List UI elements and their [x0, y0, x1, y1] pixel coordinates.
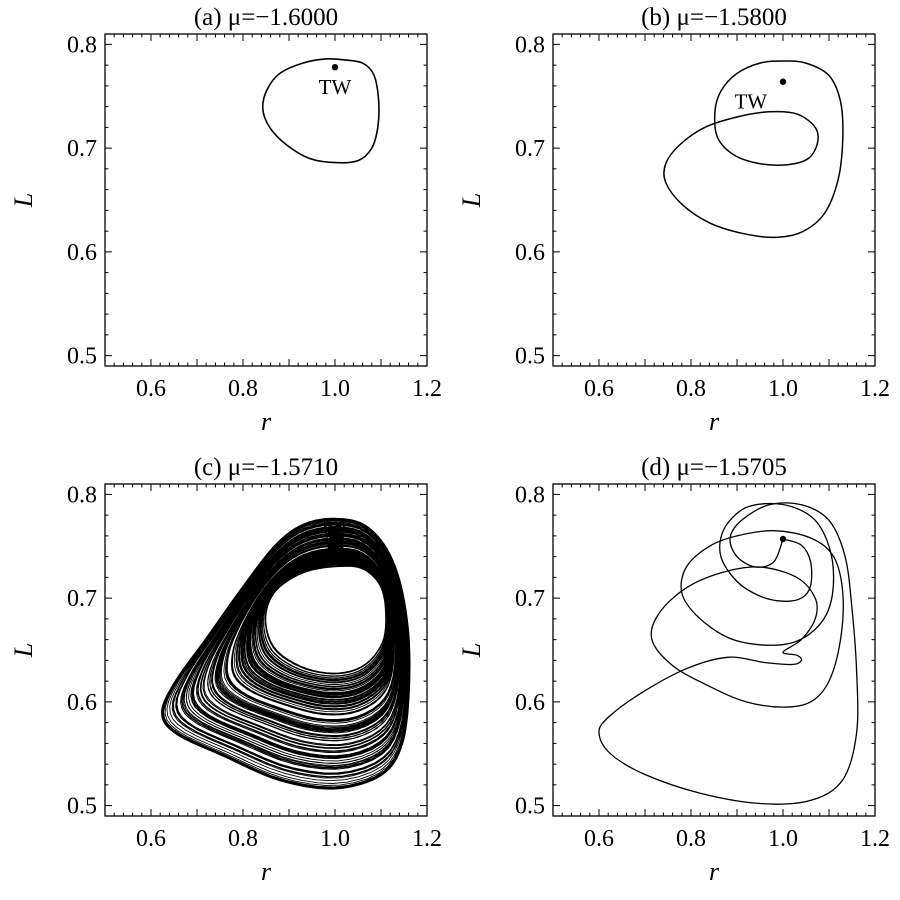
- y-tick-label-c: 0.8: [67, 482, 97, 508]
- y-tick-label-a: 0.5: [67, 344, 97, 370]
- tw-point-marker-b: [779, 78, 787, 85]
- y-tick-label-b: 0.7: [515, 136, 545, 162]
- plot-frame-a: [104, 33, 428, 367]
- y-tick-label-d: 0.8: [515, 482, 545, 508]
- y-tick-label-d: 0.7: [515, 586, 545, 612]
- x-tick-label-c: 1.2: [412, 826, 442, 852]
- x-tick-label-d: 1.2: [860, 826, 890, 852]
- x-tick-label-c: 0.8: [228, 826, 258, 852]
- panel-title-b: (b) μ=−1.5800: [641, 4, 787, 31]
- y-tick-label-c: 0.5: [67, 794, 97, 820]
- x-axis-label-c: r: [261, 857, 272, 886]
- attractor-trajectory-c: [162, 518, 410, 789]
- x-tick-label-a: 1.2: [412, 376, 442, 402]
- panel-b: 0.6 0.8 1.0 1.20.50.60.70.8rL(b) μ=−1.5800T…: [457, 4, 890, 436]
- y-axis-label-c: L: [9, 643, 38, 658]
- tw-point-marker-d: [779, 535, 787, 543]
- x-tick-label-d: 0.6: [584, 826, 614, 852]
- x-tick-label-c: 1.0: [320, 826, 350, 852]
- plot-frame-c: [104, 483, 428, 817]
- y-tick-label-b: 0.5: [515, 344, 545, 370]
- x-tick-label-a: 1.0: [320, 376, 350, 402]
- trajectory-curve-b-0: [663, 60, 844, 239]
- panel-title-c: (c) μ=−1.5710: [194, 454, 338, 481]
- trajectory-curve-d-0: [598, 502, 859, 805]
- y-tick-label-c: 0.6: [67, 690, 97, 716]
- y-tick-label-d: 0.6: [515, 690, 545, 716]
- attractor-envelope-c: [161, 517, 411, 790]
- y-tick-label-a: 0.8: [67, 32, 97, 58]
- x-tick-label-b: 1.2: [860, 376, 890, 402]
- panel-c: 0.6 0.8 1.0 1.20.50.60.70.8rL(c) μ=−1.5710: [9, 454, 442, 886]
- x-tick-label-b: 1.0: [768, 376, 798, 402]
- panel-d: 0.6 0.8 1.0 1.20.50.60.70.8rL(d) μ=−1.5705: [457, 454, 890, 886]
- tw-annotation-b: TW: [734, 89, 767, 113]
- y-axis-label-d: L: [457, 643, 486, 658]
- y-tick-label-b: 0.6: [515, 240, 545, 266]
- y-axis-label-a: L: [9, 193, 38, 208]
- tw-point-marker-a: [331, 63, 339, 71]
- tw-annotation-a: TW: [319, 75, 352, 99]
- x-axis-label-b: r: [709, 407, 720, 436]
- y-tick-label-c: 0.7: [67, 586, 97, 612]
- x-axis-label-a: r: [261, 407, 272, 436]
- y-tick-label-d: 0.5: [515, 794, 545, 820]
- x-tick-label-a: 0.8: [228, 376, 258, 402]
- panel-title-d: (d) μ=−1.5705: [641, 454, 787, 481]
- y-tick-label-b: 0.8: [515, 32, 545, 58]
- plot-frame-d: [552, 483, 876, 817]
- y-tick-label-a: 0.7: [67, 136, 97, 162]
- y-axis-label-b: L: [457, 193, 486, 208]
- plot-frame-b: [552, 33, 876, 367]
- x-tick-label-b: 0.8: [676, 376, 706, 402]
- x-axis-label-d: r: [709, 857, 720, 886]
- y-tick-label-a: 0.6: [67, 240, 97, 266]
- panel-title-a: (a) μ=−1.6000: [194, 4, 338, 31]
- trajectory-curve-a-0: [261, 57, 380, 164]
- x-tick-label-c: 0.6: [136, 826, 166, 852]
- x-tick-label-d: 1.0: [768, 826, 798, 852]
- x-tick-label-b: 0.6: [584, 376, 614, 402]
- x-tick-label-d: 0.8: [676, 826, 706, 852]
- x-tick-label-a: 0.6: [136, 376, 166, 402]
- panel-a: 0.6 0.8 1.0 1.20.50.60.70.8rL(a) μ=−1.6000T…: [9, 4, 442, 436]
